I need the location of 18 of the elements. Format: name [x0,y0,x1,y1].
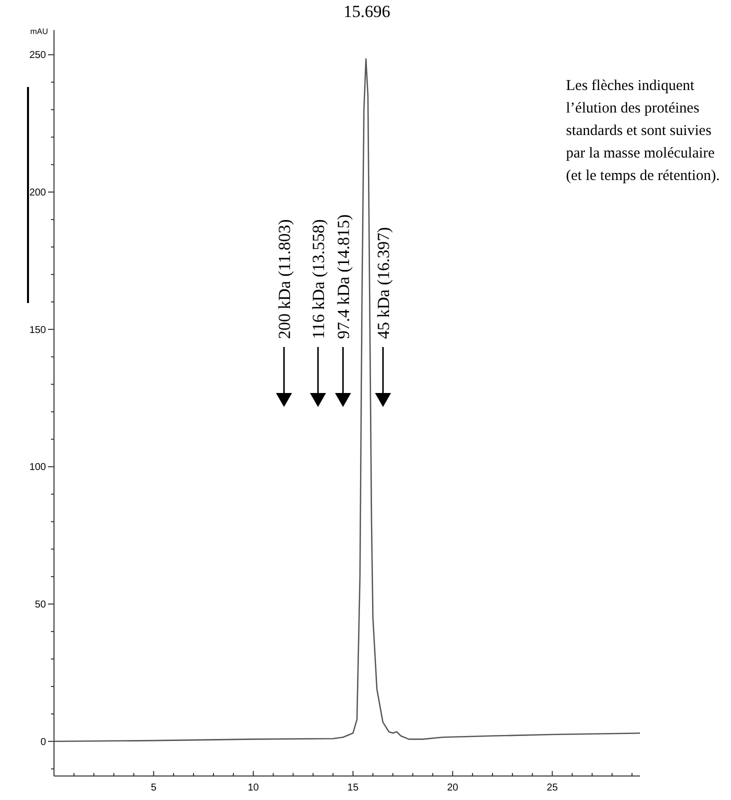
y-tick-label: 100 [29,462,46,474]
x-tick-label: 25 [546,782,558,794]
annotation: 200 kDa (11.803) [275,219,294,339]
annotation: Les flèches indiquent l’élution des protéines standards et sont suivies par la masse moléculaire (et le temps de rétention). [566,78,720,184]
x-tick-label: 10 [248,782,260,794]
annotation: 116 kDa (13.558) [309,219,328,339]
annotation: 97.4 kDa (14.815) [334,214,353,339]
x-tick-label: 15 [347,782,359,794]
x-tick-label: 5 [150,782,157,794]
y-tick-label: 150 [29,324,46,336]
y-tick-label: 0 [40,736,46,748]
y-tick-label: 50 [34,600,46,611]
x-tick-label: 20 [447,782,459,794]
y-tick-label: 250 [29,50,46,62]
annotation: 45 kDa (16.397) [374,227,393,339]
annotation: 15.696 [343,2,390,21]
y-tick-label: 200 [29,188,46,199]
y-axis-title: mAU [30,27,48,36]
